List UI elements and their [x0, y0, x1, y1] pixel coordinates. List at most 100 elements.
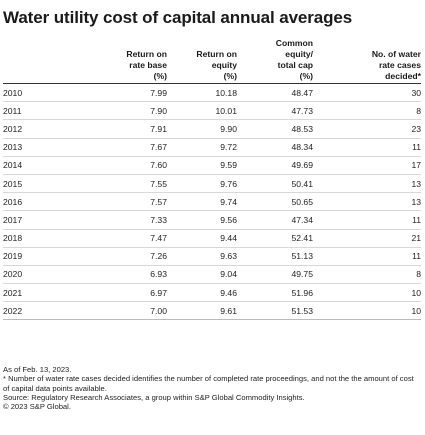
- header-return-on-rate-base-line-1: [99, 38, 167, 49]
- cell-return-on-rate-base: 7.26: [99, 247, 167, 266]
- cell-equity-total-cap: 49.69: [237, 156, 313, 175]
- table-row: 2020 6.93 9.04 49.75 8: [3, 265, 421, 285]
- note-rate-cases-definition: * Number of water rate cases decided ide…: [3, 374, 414, 393]
- cell-return-on-rate-base: 7.91: [99, 119, 167, 139]
- cell-return-on-equity: 9.72: [167, 138, 237, 157]
- cell-equity-total-cap: 51.13: [237, 247, 313, 266]
- header-rate-cases-line-4: decided*: [313, 71, 421, 84]
- table-row: 2011 7.90 10.01 47.73 8: [3, 101, 421, 121]
- cell-equity-total-cap: 50.41: [237, 174, 313, 194]
- table-row: 2010 7.99 10.18 48.47 30: [3, 83, 421, 103]
- table-row: 2013 7.67 9.72 48.34 11: [3, 138, 421, 157]
- cell-return-on-equity: 10.01: [167, 101, 237, 121]
- header-return-on-rate-base-line-3: rate base: [129, 60, 167, 70]
- cell-year: 2022: [3, 301, 99, 321]
- header-row-1: Common: [3, 38, 421, 49]
- cell-return-on-rate-base: 6.93: [99, 265, 167, 285]
- header-year-blank: [3, 38, 99, 49]
- cell-year: 2011: [3, 101, 99, 121]
- header-return-on-rate-base-line-4: (%): [99, 71, 167, 84]
- table-row: 2012 7.91 9.90 48.53 23: [3, 119, 421, 139]
- cell-return-on-rate-base: 7.00: [99, 301, 167, 321]
- table-row: 2016 7.57 9.74 50.65 13: [3, 192, 421, 212]
- header-return-on-equity-line-3: equity: [211, 60, 237, 70]
- cell-rate-cases-decided: 11: [313, 138, 421, 157]
- table-row: 2014 7.60 9.59 49.69 17: [3, 156, 421, 175]
- header-equity-total-cap-line-4: (%): [237, 71, 313, 84]
- cell-return-on-rate-base: 7.90: [99, 101, 167, 121]
- header-equity-total-cap-line-2: equity/: [285, 49, 313, 59]
- cell-year: 2015: [3, 174, 99, 194]
- cell-equity-total-cap: 48.47: [237, 83, 313, 103]
- header-rate-cases-line-1: [313, 38, 421, 49]
- cell-return-on-equity: 9.63: [167, 247, 237, 266]
- cell-return-on-rate-base: 7.60: [99, 156, 167, 175]
- cell-return-on-rate-base: 6.97: [99, 283, 167, 303]
- cell-year: 2013: [3, 138, 99, 157]
- cell-return-on-equity: 10.18: [167, 83, 237, 103]
- header-return-on-rate-base-line-2: Return on: [126, 49, 167, 59]
- cell-year: 2021: [3, 283, 99, 303]
- cell-return-on-rate-base: 7.57: [99, 192, 167, 212]
- cell-return-on-rate-base: 7.55: [99, 174, 167, 194]
- header-rate-cases-line-3: rate cases: [378, 60, 421, 70]
- table-row: 2022 7.00 9.61 51.53 10: [3, 301, 421, 321]
- header-row-3: rate base equity total cap rate cases: [3, 60, 421, 71]
- cell-rate-cases-decided: 13: [313, 192, 421, 212]
- header-return-on-equity-line-2: Return on: [196, 49, 237, 59]
- page-title: Water utility cost of capital annual ave…: [3, 8, 353, 27]
- header-equity-total-cap-line-1: Common: [275, 38, 313, 48]
- header-row-4: (%) (%) (%) decided*: [3, 71, 421, 84]
- cell-return-on-rate-base: 7.99: [99, 83, 167, 103]
- cell-rate-cases-decided: 10: [313, 283, 421, 303]
- table-row: 2021 6.97 9.46 51.96 10: [3, 283, 421, 303]
- cell-year: 2016: [3, 192, 99, 212]
- cell-return-on-equity: 9.76: [167, 174, 237, 194]
- cell-year: 2018: [3, 229, 99, 248]
- cell-return-on-equity: 9.74: [167, 192, 237, 212]
- cell-return-on-equity: 9.61: [167, 301, 237, 321]
- table-row: 2015 7.55 9.76 50.41 13: [3, 174, 421, 194]
- header-rate-cases-line-2: No. of water: [371, 49, 421, 59]
- cell-return-on-equity: 9.59: [167, 156, 237, 175]
- cell-equity-total-cap: 48.53: [237, 119, 313, 139]
- cell-equity-total-cap: 51.96: [237, 283, 313, 303]
- cell-year: 2010: [3, 83, 99, 103]
- cell-rate-cases-decided: 10: [313, 301, 421, 321]
- table-row: 2019 7.26 9.63 51.13 11: [3, 247, 421, 266]
- cell-rate-cases-decided: 8: [313, 265, 421, 285]
- cell-equity-total-cap: 49.75: [237, 265, 313, 285]
- note-source: Source: Regulatory Research Associates, …: [3, 392, 305, 402]
- cell-rate-cases-decided: 13: [313, 174, 421, 194]
- cell-rate-cases-decided: 11: [313, 247, 421, 266]
- cell-rate-cases-decided: 11: [313, 210, 421, 230]
- cell-return-on-rate-base: 7.67: [99, 138, 167, 157]
- cell-equity-total-cap: 48.34: [237, 138, 313, 157]
- cell-year: 2020: [3, 265, 99, 285]
- cell-return-on-rate-base: 7.47: [99, 229, 167, 248]
- table-row: 2017 7.33 9.56 47.34 11: [3, 210, 421, 230]
- note-as-of: As of Feb. 13, 2023.: [3, 365, 72, 374]
- cell-rate-cases-decided: 8: [313, 101, 421, 121]
- header-return-on-equity-line-1: [167, 38, 237, 49]
- cell-return-on-equity: 9.46: [167, 283, 237, 303]
- cell-equity-total-cap: 47.34: [237, 210, 313, 230]
- cell-return-on-equity: 9.90: [167, 119, 237, 139]
- cell-equity-total-cap: 51.53: [237, 301, 313, 321]
- cell-year: 2012: [3, 119, 99, 139]
- cell-rate-cases-decided: 23: [313, 119, 421, 139]
- note-copyright: © 2023 S&P Global.: [3, 402, 71, 412]
- cell-year: 2017: [3, 210, 99, 230]
- cell-return-on-rate-base: 7.33: [99, 210, 167, 230]
- header-return-on-equity-line-4: (%): [167, 71, 237, 84]
- cell-equity-total-cap: 52.41: [237, 229, 313, 248]
- cell-rate-cases-decided: 17: [313, 156, 421, 175]
- cell-return-on-equity: 9.44: [167, 229, 237, 248]
- cell-year: 2019: [3, 247, 99, 266]
- footnotes: As of Feb. 13, 2023. * Number of water r…: [3, 365, 421, 411]
- header-row-2: Return on Return on equity/ No. of water: [3, 49, 421, 60]
- cell-equity-total-cap: 50.65: [237, 192, 313, 212]
- table-body: 2010 7.99 10.18 48.47 30 2011 7.90 10.01 47.73 8 2…: [3, 83, 421, 321]
- header-equity-total-cap-line-3: total cap: [277, 60, 313, 70]
